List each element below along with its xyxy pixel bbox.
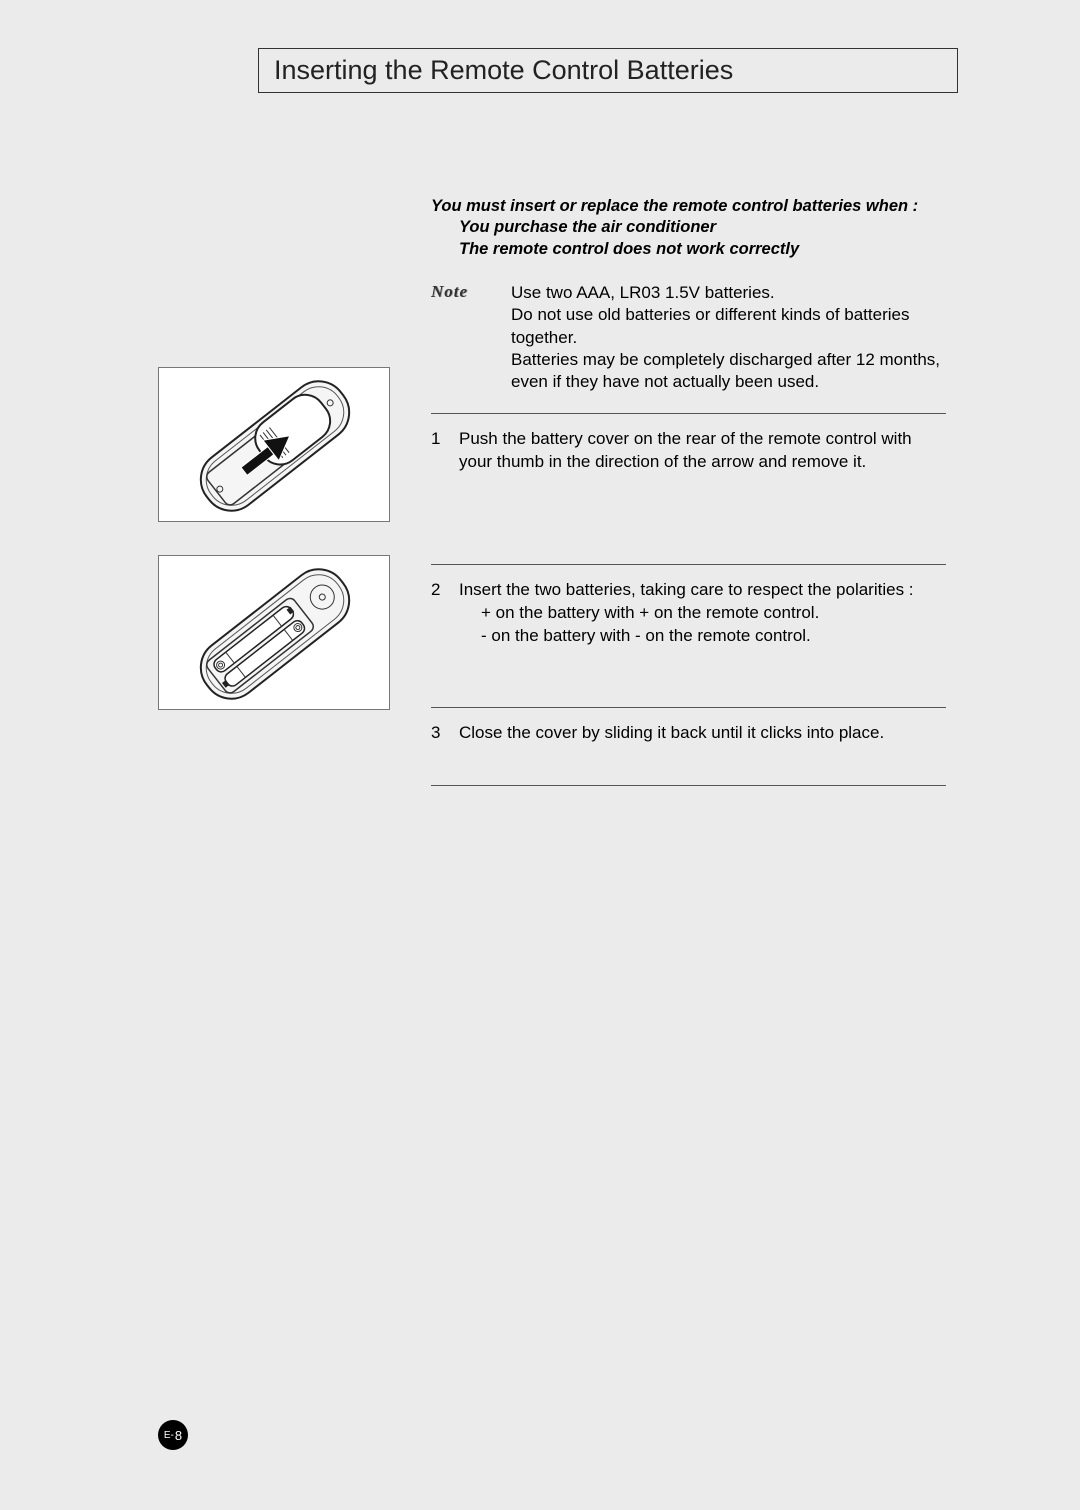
section-title: Inserting the Remote Control Batteries bbox=[274, 55, 733, 86]
step-number: 2 bbox=[431, 579, 459, 648]
step-text-sub1: + on the battery with + on the remote co… bbox=[459, 602, 946, 625]
step-text: Push the battery cover on the rear of th… bbox=[459, 428, 946, 474]
step-number: 1 bbox=[431, 428, 459, 474]
step-2: 2 Insert the two batteries, taking care … bbox=[431, 564, 946, 708]
note-body: Use two AAA, LR03 1.5V batteries. Do not… bbox=[511, 282, 946, 392]
section-title-bar: Inserting the Remote Control Batteries bbox=[258, 48, 958, 93]
content-column: You must insert or replace the remote co… bbox=[431, 196, 946, 786]
intro-line-1: You must insert or replace the remote co… bbox=[431, 197, 918, 215]
note-block: Note Use two AAA, LR03 1.5V batteries. D… bbox=[431, 282, 946, 392]
illustration-insert-batteries bbox=[158, 555, 390, 710]
page-number-badge: E-8 bbox=[158, 1420, 188, 1450]
note-label: Note bbox=[431, 282, 511, 392]
step-text-main: Insert the two batteries, taking care to… bbox=[459, 580, 914, 599]
intro-block: You must insert or replace the remote co… bbox=[431, 196, 946, 260]
remote-batteries-svg bbox=[159, 556, 390, 710]
step-text: Insert the two batteries, taking care to… bbox=[459, 579, 946, 648]
intro-line-3: The remote control does not work correct… bbox=[431, 239, 946, 260]
step-1: 1 Push the battery cover on the rear of … bbox=[431, 413, 946, 564]
remote-cover-svg bbox=[159, 368, 390, 522]
step-3: 3 Close the cover by sliding it back unt… bbox=[431, 707, 946, 786]
page-prefix: E- bbox=[164, 1430, 174, 1441]
step-number: 3 bbox=[431, 722, 459, 745]
manual-page: Inserting the Remote Control Batteries Y… bbox=[68, 0, 1008, 1510]
intro-line-2: You purchase the air conditioner bbox=[431, 217, 946, 238]
step-text: Close the cover by sliding it back until… bbox=[459, 722, 946, 745]
steps-list: 1 Push the battery cover on the rear of … bbox=[431, 413, 946, 787]
illustration-remove-cover bbox=[158, 367, 390, 522]
step-text-sub2: - on the battery with - on the remote co… bbox=[459, 625, 946, 648]
page-num: 8 bbox=[175, 1428, 182, 1443]
